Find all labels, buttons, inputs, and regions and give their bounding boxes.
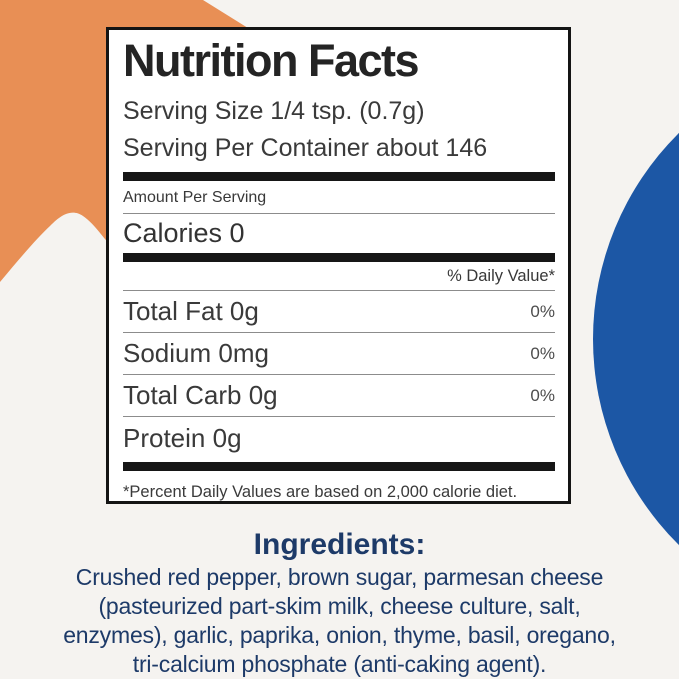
thick-divider-bar <box>123 462 555 471</box>
nutrition-facts-title: Nutrition Facts <box>123 35 420 86</box>
nutrient-daily-value: 0% <box>530 301 555 321</box>
thin-divider <box>123 290 555 291</box>
serving-size-text: Serving Size 1/4 tsp. (0.7g) <box>123 97 425 125</box>
nutrient-label: Total Fat 0g <box>123 296 259 326</box>
amount-per-serving-label: Amount Per Serving <box>123 189 267 206</box>
servings-per-container-text: Serving Per Container about 146 <box>123 134 488 162</box>
nutrient-label: Total Carb 0g <box>123 380 278 410</box>
ingredients-section: Ingredients: Crushed red pepper, brown s… <box>20 527 659 679</box>
ingredients-line: (pasteurized part-skim milk, cheese cult… <box>98 593 581 619</box>
daily-value-header: % Daily Value* <box>447 267 555 285</box>
thin-divider <box>123 213 555 214</box>
nutrient-row-sodium: Sodium 0mg 0% <box>123 333 555 375</box>
thick-divider-bar <box>123 172 555 181</box>
ingredients-line: tri-calcium phosphate (anti-caking agent… <box>132 651 547 677</box>
thick-divider-bar <box>123 253 555 262</box>
nutrient-row-protein: Protein 0g <box>123 417 555 459</box>
nutrient-daily-value: 0% <box>530 343 555 363</box>
nutrient-label: Sodium 0mg <box>123 338 269 368</box>
nutrient-row-total-fat: Total Fat 0g 0% <box>123 291 555 333</box>
ingredients-line: enzymes), garlic, paprika, onion, thyme,… <box>63 622 616 648</box>
calories-text: Calories 0 <box>123 218 245 248</box>
nutrient-label: Protein 0g <box>123 422 242 453</box>
nutrient-daily-value: 0% <box>530 385 555 405</box>
nutrient-row-total-carb: Total Carb 0g 0% <box>123 375 555 417</box>
daily-value-footnote: *Percent Daily Values are based on 2,000… <box>123 483 518 501</box>
blue-circle-shape <box>593 133 679 545</box>
nutrition-facts-label: Nutrition Facts Serving Size 1/4 tsp. (0… <box>106 27 571 504</box>
ingredients-line: Crushed red pepper, brown sugar, parmesa… <box>75 564 604 590</box>
ingredients-heading: Ingredients: <box>253 528 426 561</box>
